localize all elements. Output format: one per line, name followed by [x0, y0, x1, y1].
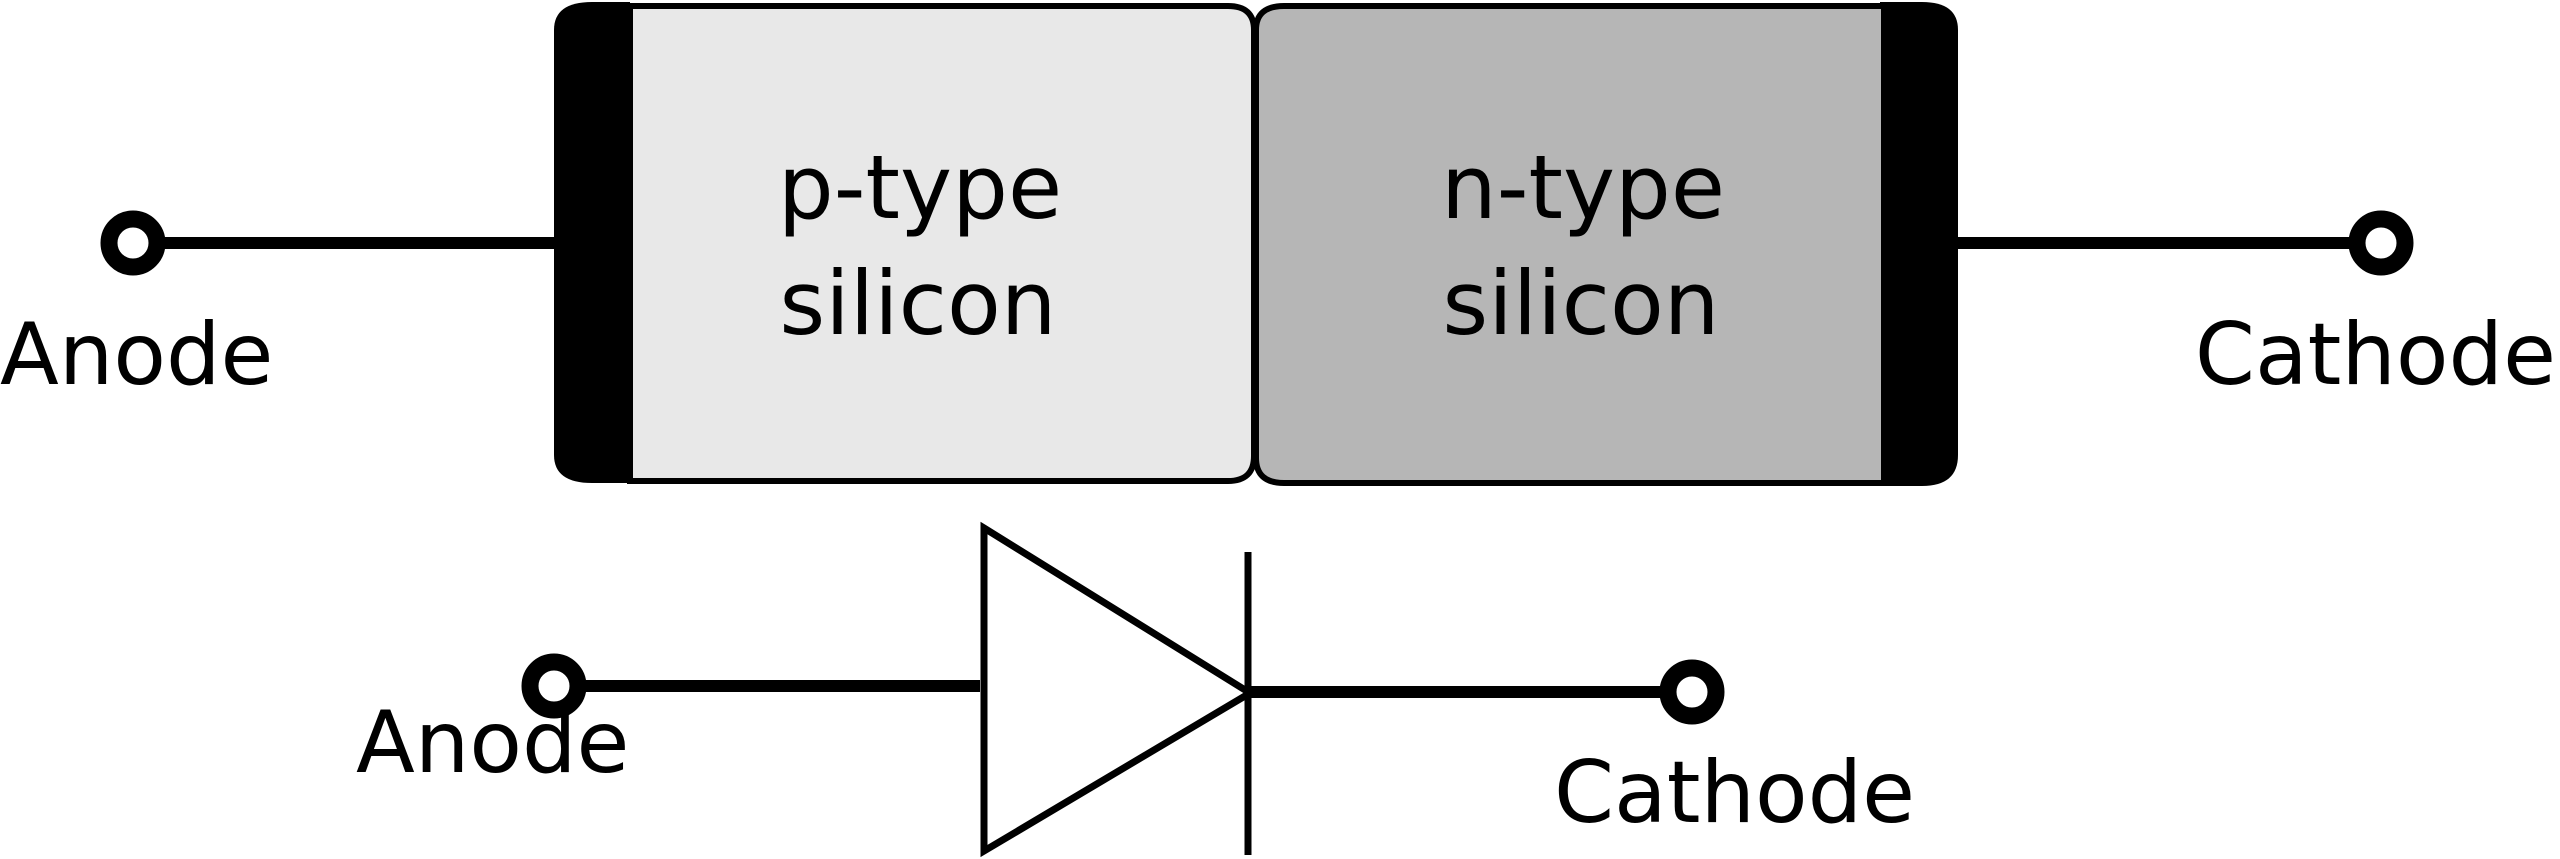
n-type-region	[1256, 6, 1884, 483]
p-type-label-line1: p-type	[778, 136, 1062, 239]
physical-anode-label: Anode	[0, 305, 273, 405]
physical-diode: p-type silicon n-type silicon Anode Cath…	[0, 2, 2556, 486]
n-type-label-line1: n-type	[1441, 136, 1725, 239]
anode-terminal	[109, 219, 157, 267]
cathode-terminal	[2357, 219, 2405, 267]
diode-triangle	[984, 528, 1250, 851]
p-type-region	[630, 6, 1254, 481]
cathode-end-cap	[1880, 2, 1958, 486]
anode-end-cap	[554, 2, 630, 483]
symbol-anode-label: Anode	[356, 693, 629, 793]
diode-symbol: Anode Cathode	[356, 528, 1915, 855]
physical-cathode-label: Cathode	[2195, 305, 2556, 405]
symbol-cathode-label: Cathode	[1554, 743, 1915, 843]
symbol-cathode-terminal	[1668, 668, 1716, 716]
p-type-label-line2: silicon	[779, 252, 1056, 355]
n-type-label-line2: silicon	[1442, 252, 1719, 355]
